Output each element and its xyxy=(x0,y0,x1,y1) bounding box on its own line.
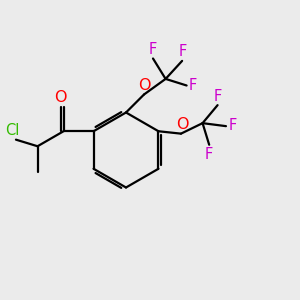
Text: O: O xyxy=(176,117,189,132)
Text: Cl: Cl xyxy=(5,123,20,138)
Text: F: F xyxy=(148,42,157,57)
Text: O: O xyxy=(54,89,67,104)
Text: F: F xyxy=(205,147,213,162)
Text: F: F xyxy=(228,118,237,133)
Text: F: F xyxy=(214,89,222,104)
Text: F: F xyxy=(189,78,197,93)
Text: O: O xyxy=(138,78,151,93)
Text: F: F xyxy=(178,44,187,59)
